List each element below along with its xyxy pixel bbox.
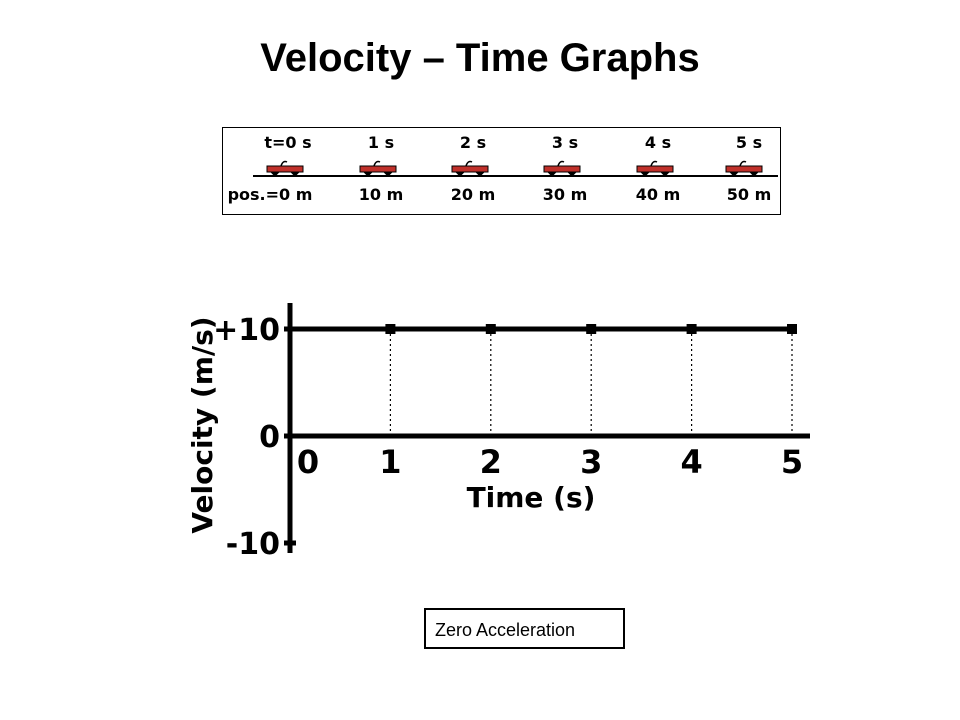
- data-point-5: [787, 324, 797, 334]
- x-tick-label-0: 0: [297, 443, 319, 481]
- data-point-1: [385, 324, 396, 334]
- data-point-2: [485, 324, 496, 334]
- data-point-3: [586, 324, 597, 334]
- x-tick-label-5: 5: [781, 443, 803, 481]
- time-label-2: 2 s: [460, 133, 486, 152]
- data-point-4: [686, 324, 697, 334]
- time-label-3: 3 s: [552, 133, 578, 152]
- x-tick-label-1: 1: [379, 443, 401, 481]
- x-tick-label-3: 3: [580, 443, 602, 481]
- x-axis-label: Time (s): [467, 481, 596, 514]
- position-label-4: 40 m: [636, 185, 681, 204]
- caption-text: Zero Acceleration: [435, 620, 576, 640]
- position-label-3: 30 m: [543, 185, 588, 204]
- position-label-0: pos.=0 m: [228, 185, 313, 204]
- axes: [284, 303, 810, 553]
- car-icon-0: [266, 160, 304, 177]
- x-tick-label-4: 4: [680, 443, 702, 481]
- car-icon-1: [359, 160, 397, 177]
- car-icon-3: [543, 160, 581, 177]
- time-label-1: 1 s: [368, 133, 394, 152]
- position-label-2: 20 m: [451, 185, 496, 204]
- tick-labels: 0 1 2 3 4 5 +10 0 -10: [213, 313, 803, 562]
- page-title: Velocity – Time Graphs: [260, 36, 700, 80]
- motion-diagram: t=0 s 1 s 2 s 3 s 4 s 5 s pos.=0 m 10 m 20 m 30 …: [222, 127, 781, 215]
- car-icon-5: [725, 160, 763, 177]
- car-icon-4: [636, 160, 674, 177]
- caption-box: Zero Acceleration: [424, 608, 625, 649]
- y-tick-label-1: 0: [259, 420, 280, 455]
- chart-svg: 0 1 2 3 4 5 +10 0 -10 Time (s) Velocity (m/s): [186, 303, 810, 562]
- series-group: [290, 324, 797, 334]
- time-label-0: t=0 s: [264, 133, 311, 152]
- motion-diagram-svg: t=0 s 1 s 2 s 3 s 4 s 5 s pos.=0 m 10 m 20 m 30 …: [228, 133, 778, 204]
- drop-lines: [389, 329, 793, 436]
- y-tick-label-2: -10: [226, 527, 280, 562]
- x-tick-label-2: 2: [480, 443, 502, 481]
- y-axis-label: Velocity (m/s): [186, 316, 219, 533]
- car-icon-2: [451, 160, 489, 177]
- time-label-5: 5 s: [736, 133, 762, 152]
- velocity-time-chart: 0 1 2 3 4 5 +10 0 -10 Time (s) Velocity (m/s): [170, 285, 820, 575]
- time-label-4: 4 s: [645, 133, 671, 152]
- position-label-5: 50 m: [727, 185, 772, 204]
- y-tick-label-0: +10: [213, 313, 280, 348]
- position-label-1: 10 m: [359, 185, 404, 204]
